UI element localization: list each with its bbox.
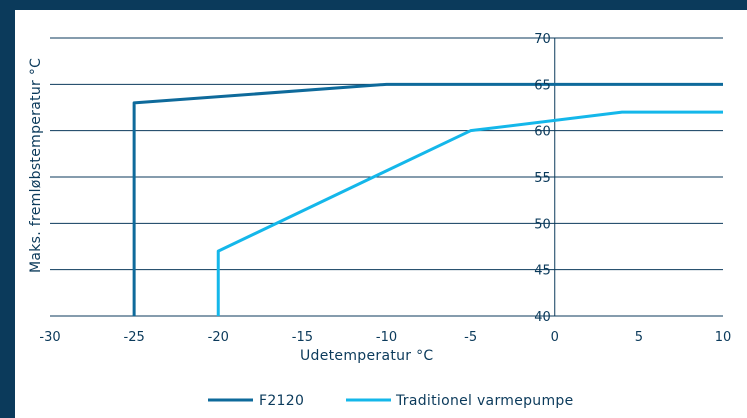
series-layer: [134, 84, 723, 316]
x-tick-label: -15: [292, 330, 313, 345]
x-tick-label: -30: [39, 330, 60, 345]
y-tick-label: 60: [534, 125, 551, 140]
y-axis-label: Maks. fremløbstemperatur °C: [28, 58, 44, 273]
y-tick-label: 55: [534, 171, 551, 186]
x-tick-label: 5: [635, 330, 643, 345]
y-tick-label: 50: [534, 217, 551, 232]
gridlines: [50, 38, 723, 316]
chart-panel: 40 45 50 55 60 65 70 -30 -25 -20 -15 -10 -5 0 5 10 Ude…: [15, 10, 747, 418]
x-tick-label: 0: [551, 330, 559, 345]
y-tick-label: 65: [534, 78, 551, 93]
y-tick-label: 70: [534, 32, 551, 47]
x-tick-label: -10: [376, 330, 397, 345]
legend-label-f2120: F2120: [259, 393, 304, 409]
x-tick-label: 10: [715, 330, 732, 345]
x-tick-label: -20: [208, 330, 229, 345]
x-tick-label: -5: [464, 330, 477, 345]
series-line-traditionel-varmepumpe: [218, 112, 723, 316]
legend: F2120 Traditionel varmepumpe: [208, 393, 574, 409]
x-tick-label: -25: [124, 330, 145, 345]
x-tick-labels: -30 -25 -20 -15 -10 -5 0 5 10: [39, 330, 731, 345]
y-tick-label: 45: [534, 264, 551, 279]
x-axis-label: Udetemperatur °C: [300, 348, 433, 364]
series-line-f2120: [134, 84, 723, 316]
y-tick-labels: 40 45 50 55 60 65 70: [534, 32, 551, 325]
line-chart: 40 45 50 55 60 65 70 -30 -25 -20 -15 -10 -5 0 5 10 Ude…: [15, 10, 747, 418]
y-tick-label: 40: [534, 310, 551, 325]
legend-label-traditionel-varmepumpe: Traditionel varmepumpe: [395, 393, 574, 409]
